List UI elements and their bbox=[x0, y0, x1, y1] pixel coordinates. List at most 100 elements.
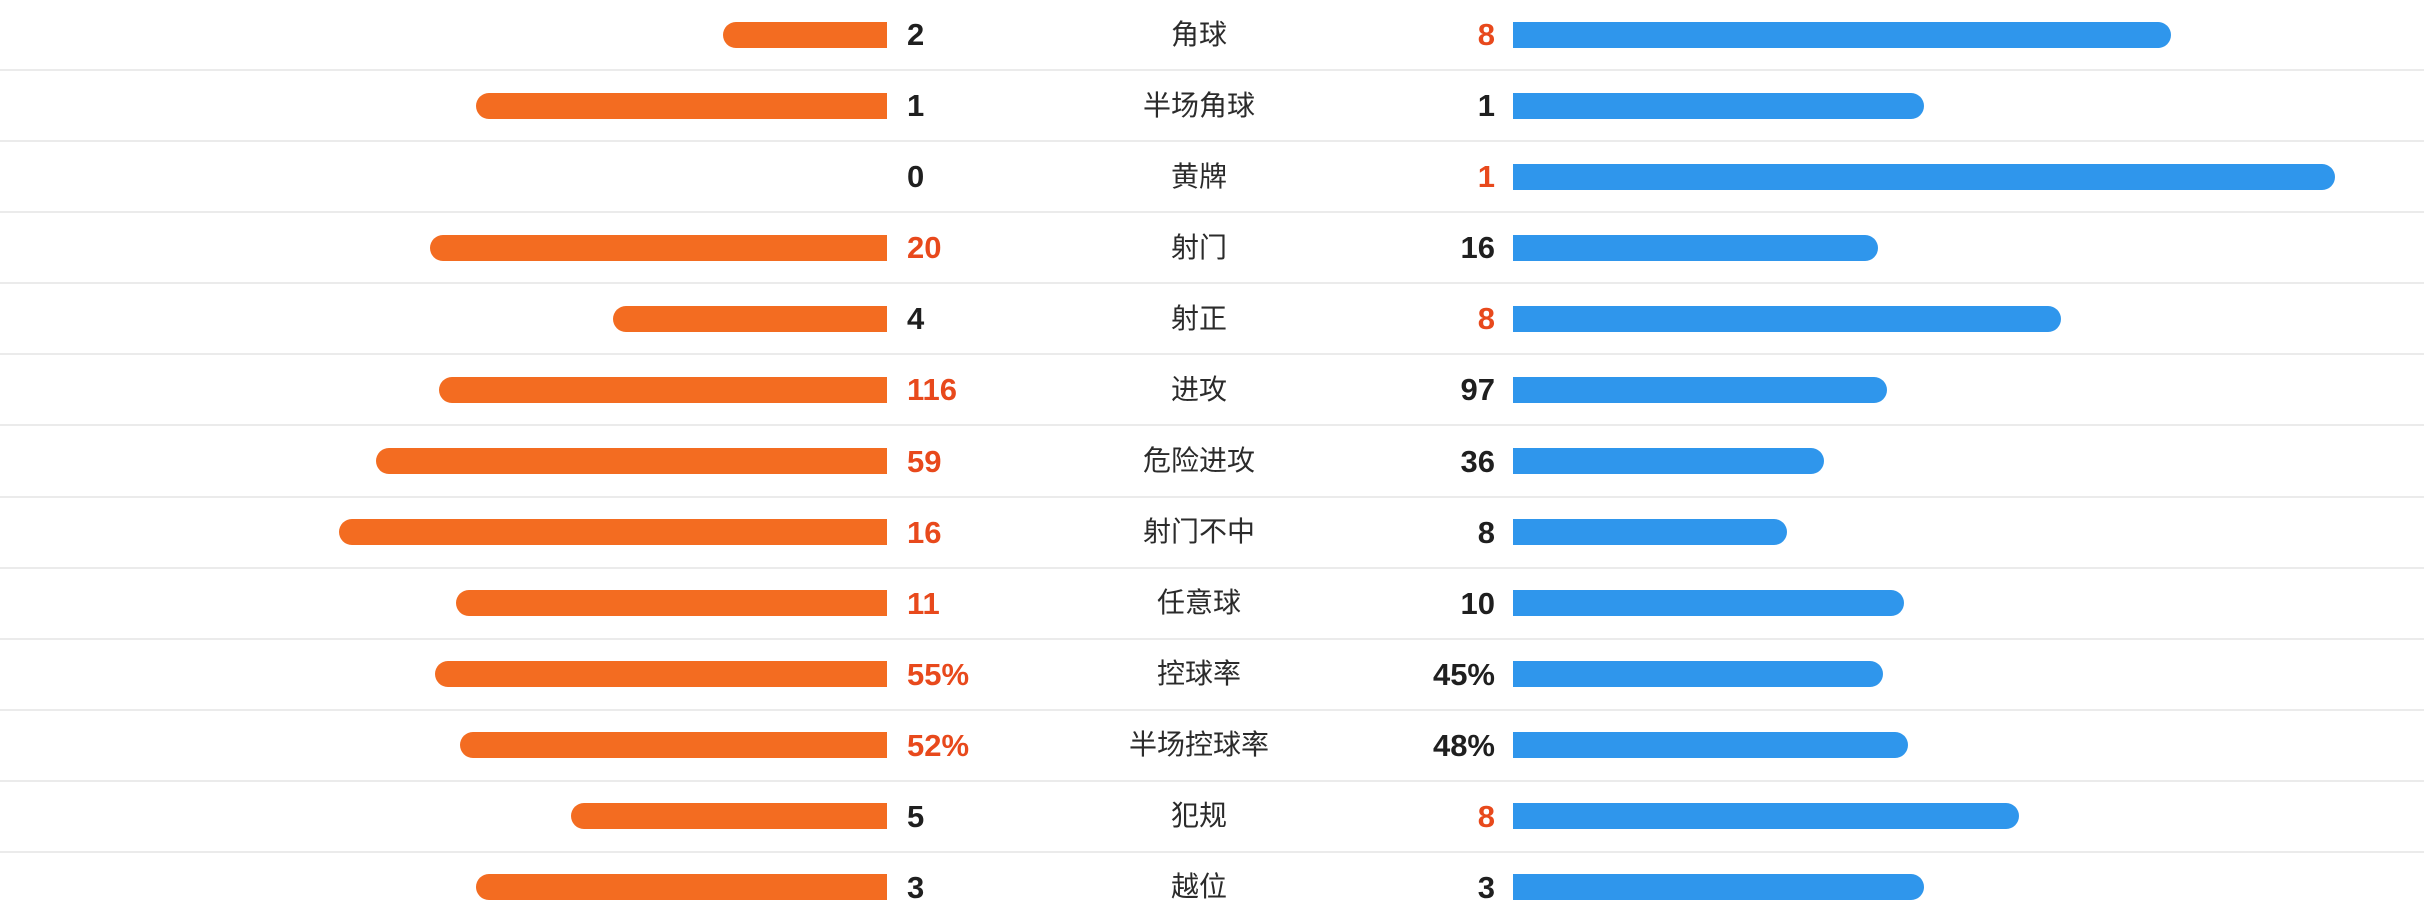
away-bar-track bbox=[1495, 590, 2424, 617]
stat-label: 犯规 bbox=[1170, 800, 1227, 832]
stat-row: 16 射门不中 8 bbox=[0, 497, 2424, 569]
stat-row: 1 半场角球 1 bbox=[0, 71, 2424, 143]
home-stat-value: 55% bbox=[907, 656, 970, 692]
home-stat-bar bbox=[456, 590, 887, 617]
away-stat-value: 8 bbox=[1477, 798, 1495, 834]
home-stat-bar bbox=[376, 448, 887, 474]
away-stat-bar bbox=[1513, 732, 1908, 759]
stat-row: 116 进攻 97 bbox=[0, 355, 2424, 427]
home-stat-value: 4 bbox=[907, 301, 925, 337]
away-stat-value: 36 bbox=[1460, 443, 1495, 479]
home-stat-value: 5 bbox=[907, 798, 925, 834]
stat-label: 控球率 bbox=[1156, 658, 1241, 690]
away-stat-value: 8 bbox=[1477, 17, 1495, 53]
away-bar-track bbox=[1495, 163, 2424, 190]
stat-label: 危险进攻 bbox=[1142, 445, 1255, 476]
stat-row: 52% 半场控球率 48% bbox=[0, 710, 2424, 782]
home-stat-bar bbox=[613, 305, 887, 332]
stat-label: 角球 bbox=[1170, 18, 1227, 50]
home-bar-track bbox=[0, 732, 887, 759]
home-bar-track bbox=[0, 234, 887, 261]
away-stat-value: 1 bbox=[1477, 159, 1495, 195]
home-stat-bar bbox=[723, 21, 887, 48]
home-stat-value: 11 bbox=[907, 585, 940, 621]
away-bar-track bbox=[1495, 376, 2424, 403]
away-bar-track bbox=[1495, 305, 2424, 332]
home-stat-value: 0 bbox=[907, 159, 925, 195]
home-bar-track bbox=[0, 661, 887, 688]
away-bar-track bbox=[1495, 448, 2424, 474]
stat-label: 半场角球 bbox=[1142, 89, 1255, 121]
away-stat-bar bbox=[1513, 163, 2335, 190]
away-stat-value: 1 bbox=[1477, 88, 1495, 124]
home-stat-value: 116 bbox=[907, 372, 958, 408]
home-bar-track bbox=[0, 519, 887, 546]
away-bar-track bbox=[1495, 732, 2424, 759]
away-stat-bar bbox=[1513, 874, 1924, 901]
home-stat-bar bbox=[476, 874, 887, 901]
away-stat-value: 3 bbox=[1477, 869, 1495, 905]
stat-label: 射门不中 bbox=[1142, 516, 1255, 548]
home-stat-bar bbox=[460, 732, 887, 759]
home-bar-track bbox=[0, 376, 887, 403]
stat-row: 59 危险进攻 36 bbox=[0, 426, 2424, 498]
away-bar-track bbox=[1495, 234, 2424, 261]
home-stat-bar bbox=[339, 519, 887, 546]
away-stat-bar bbox=[1513, 661, 1883, 688]
away-bar-track bbox=[1495, 21, 2424, 48]
home-bar-track bbox=[0, 874, 887, 901]
away-stat-value: 16 bbox=[1460, 230, 1495, 266]
away-stat-value: 97 bbox=[1460, 372, 1495, 408]
away-bar-track bbox=[1495, 661, 2424, 688]
stat-row: 55% 控球率 45% bbox=[0, 639, 2424, 711]
stat-row: 4 射正 8 bbox=[0, 284, 2424, 356]
away-stat-bar bbox=[1513, 448, 1824, 474]
away-stat-bar bbox=[1513, 519, 1787, 546]
home-stat-bar bbox=[435, 661, 887, 688]
away-stat-value: 8 bbox=[1477, 301, 1495, 337]
stat-row: 20 射门 16 bbox=[0, 213, 2424, 285]
away-bar-track bbox=[1495, 803, 2424, 830]
stat-label: 进攻 bbox=[1170, 373, 1227, 405]
home-stat-value: 59 bbox=[907, 443, 942, 479]
stat-label: 射正 bbox=[1170, 302, 1227, 334]
away-stat-bar bbox=[1513, 305, 2061, 332]
home-stat-bar bbox=[571, 803, 887, 830]
away-stat-value: 45% bbox=[1432, 656, 1495, 692]
away-stat-bar bbox=[1513, 803, 2019, 830]
away-stat-value: 48% bbox=[1432, 727, 1495, 763]
stat-label: 越位 bbox=[1170, 871, 1227, 903]
home-bar-track bbox=[0, 448, 887, 474]
home-stat-value: 2 bbox=[907, 17, 925, 53]
home-stat-bar bbox=[439, 376, 887, 403]
home-stat-value: 20 bbox=[907, 230, 942, 266]
stat-label: 射门 bbox=[1170, 231, 1227, 263]
home-stat-value: 3 bbox=[907, 869, 925, 905]
away-bar-track bbox=[1495, 874, 2424, 901]
stat-label: 半场控球率 bbox=[1128, 729, 1269, 761]
stat-row: 2 角球 8 bbox=[0, 0, 2424, 72]
home-bar-track bbox=[0, 803, 887, 830]
home-bar-track bbox=[0, 305, 887, 332]
stat-row: 0 黄牌 1 bbox=[0, 142, 2424, 214]
stat-row: 5 犯规 8 bbox=[0, 781, 2424, 853]
home-bar-track bbox=[0, 21, 887, 48]
home-stat-value: 16 bbox=[907, 514, 942, 550]
away-stat-bar bbox=[1513, 590, 1904, 617]
home-stat-bar bbox=[430, 234, 887, 261]
away-stat-bar bbox=[1513, 376, 1887, 403]
away-stat-bar bbox=[1513, 21, 2171, 48]
away-bar-track bbox=[1495, 92, 2424, 119]
stat-label: 黄牌 bbox=[1170, 160, 1227, 192]
home-bar-track bbox=[0, 92, 887, 119]
home-stat-value: 1 bbox=[907, 88, 925, 124]
stat-row: 3 越位 3 bbox=[0, 852, 2424, 922]
home-bar-track bbox=[0, 590, 887, 617]
stat-row: 11 任意球 10 bbox=[0, 568, 2424, 640]
away-stat-bar bbox=[1513, 234, 1878, 261]
home-stat-bar bbox=[476, 92, 887, 119]
stat-label: 任意球 bbox=[1156, 587, 1241, 619]
home-bar-track bbox=[0, 164, 887, 190]
away-stat-bar bbox=[1513, 92, 1924, 119]
